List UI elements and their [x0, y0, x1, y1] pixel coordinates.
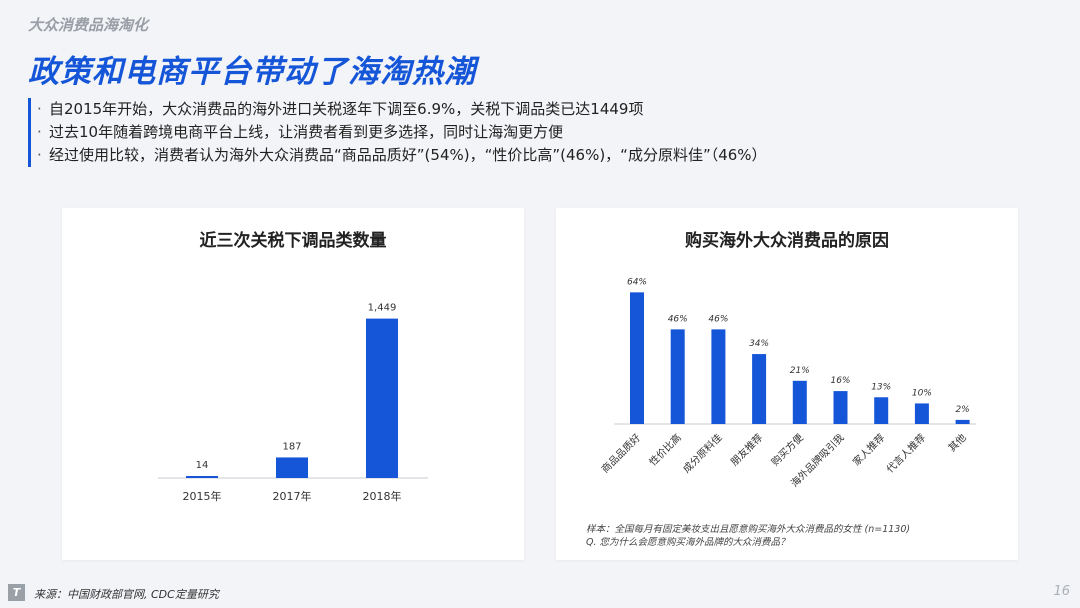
data-label: 10% [912, 388, 932, 398]
bullet-item: 自2015年开始，大众消费品的海外进口关税逐年下调至6.9%，关税下调品类已达1… [37, 98, 1079, 121]
section-tag: 大众消费品海淘化 [28, 16, 149, 34]
bar [366, 318, 398, 478]
chart-title: 近三次关税下调品类数量 [200, 230, 387, 251]
category-label: 购买方便 [768, 431, 805, 468]
bar [792, 380, 807, 424]
data-label: 46% [708, 314, 728, 324]
data-label: 14 [196, 460, 209, 471]
bullet-item: 过去10年随着跨境电商平台上线，让消费者看到更多选择，同时让海淘更方便 [37, 121, 1079, 144]
category-label: 代言人推荐 [883, 431, 928, 476]
reasons-chart-panel: 购买海外大众消费品的原因 64% 商品品质好 46% 性价比高 46% 成分原料佳 34% 朋友… [556, 208, 1018, 560]
brand-logo: T [8, 584, 25, 601]
data-label: 2% [955, 405, 969, 415]
category-label: 2017年 [273, 489, 312, 503]
data-label: 34% [749, 339, 769, 349]
data-label: 13% [871, 382, 891, 392]
chart-title: 购买海外大众消费品的原因 [685, 230, 889, 251]
bar [874, 397, 889, 424]
bar [914, 403, 929, 424]
data-label: 187 [282, 441, 301, 452]
data-label: 1,449 [368, 303, 397, 314]
category-label: 其他 [945, 431, 968, 454]
bar [833, 391, 848, 424]
category-label: 成分原料佳 [680, 431, 725, 476]
bar [670, 329, 685, 424]
bar [711, 329, 726, 424]
bar [955, 419, 970, 424]
bar [630, 292, 644, 424]
data-label: 16% [830, 376, 850, 386]
data-label: 46% [668, 314, 688, 324]
category-label: 商品品质好 [599, 431, 644, 476]
data-label: 64% [627, 277, 647, 287]
category-label: 家人推荐 [850, 431, 887, 468]
page-number: 16 [1053, 584, 1070, 599]
question-note: Q. 您为什么会愿意购买海外品牌的大众消费品？ [586, 537, 790, 548]
source-text: 来源：中国财政部官网, CDC定量研究 [34, 588, 219, 601]
data-label: 21% [790, 366, 810, 376]
category-label: 2018年 [363, 489, 402, 503]
page-title: 政策和电商平台带动了海淘热潮 [28, 54, 476, 90]
tariff-bar-chart: 近三次关税下调品类数量 14 2015年 187 2017年 1,449 2018年 [158, 230, 428, 503]
bullet-item: 经过使用比较，消费者认为海外大众消费品“商品品质好”(54%)，“性价比高”(4… [37, 144, 1079, 167]
bar [276, 457, 308, 478]
bar [752, 354, 767, 424]
reasons-bar-chart: 购买海外大众消费品的原因 64% 商品品质好 46% 性价比高 46% 成分原料佳 34% 朋友… [599, 230, 976, 490]
tariff-chart-panel: 近三次关税下调品类数量 14 2015年 187 2017年 1,449 2018年 [62, 208, 524, 560]
sample-note: 样本：全国每月有固定美妆支出且愿意购买海外大众消费品的女性 (n=1130) [586, 524, 911, 535]
category-label: 2015年 [183, 489, 222, 503]
category-label: 性价比高 [646, 431, 683, 468]
bar [186, 476, 218, 478]
category-label: 朋友推荐 [728, 431, 765, 468]
bullet-list: 自2015年开始，大众消费品的海外进口关税逐年下调至6.9%，关税下调品类已达1… [28, 98, 1079, 167]
